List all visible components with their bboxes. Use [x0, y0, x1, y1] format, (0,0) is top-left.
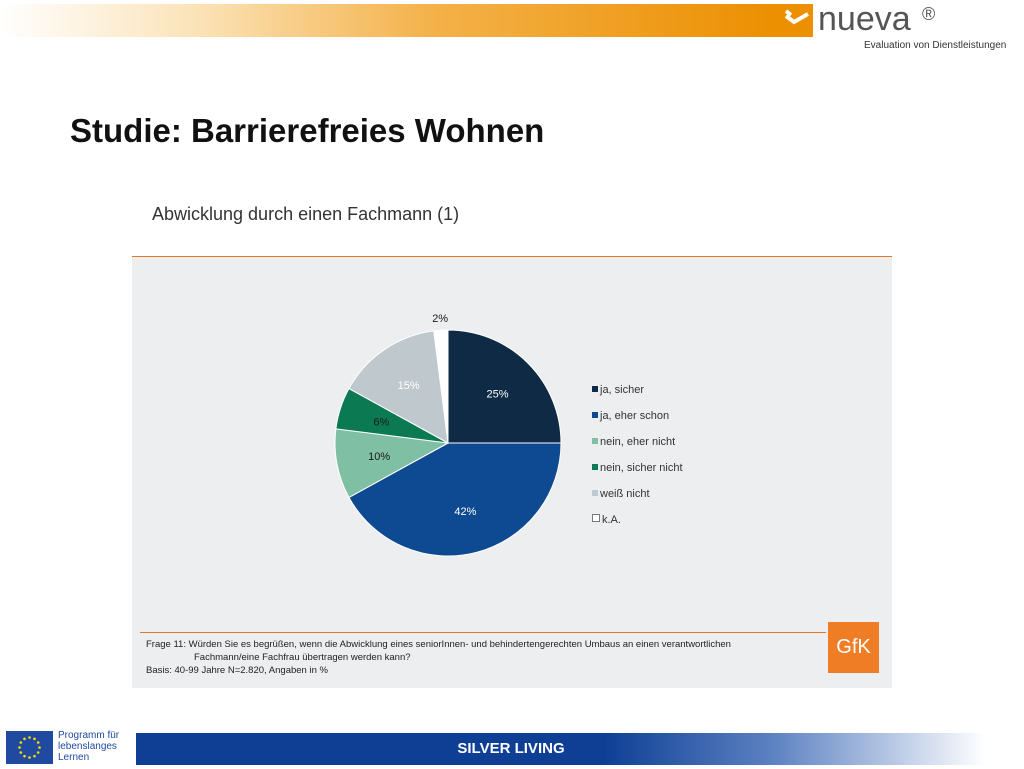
eu-star	[36, 751, 40, 754]
pie-slice-0	[447, 329, 562, 444]
eu-star	[19, 751, 23, 754]
legend-item-0: ja, sicher	[592, 384, 644, 398]
legend-label-4: weiß nicht	[600, 488, 650, 500]
pie-label-3: 6%	[373, 416, 389, 428]
page-title: Studie: Barrierefreies Wohnen	[70, 112, 545, 149]
legend-label-5: k.A.	[602, 514, 621, 526]
legend-swatch-5	[592, 514, 600, 522]
legend-item-4: weiß nicht	[592, 488, 650, 502]
legend-item-5: k.A.	[592, 514, 621, 528]
gfk-logo: GfK	[828, 622, 879, 673]
legend-swatch-4	[592, 490, 598, 496]
footnote-basis: Basis: 40-99 Jahre N=2.820, Angaben in %	[146, 665, 328, 676]
eu-star	[36, 741, 40, 744]
legend-item-1: ja, eher schon	[592, 410, 669, 424]
pie-label-4: 15%	[398, 380, 420, 392]
logo-text: nueva	[818, 0, 911, 38]
eu-star	[18, 746, 21, 749]
footer-bar: SILVER LIVING	[136, 733, 986, 765]
pie-label-1: 42%	[454, 506, 476, 518]
legend-label-2: nein, eher nicht	[600, 436, 676, 448]
pie-label-5: 2%	[432, 313, 448, 325]
footnote: Frage 11: Würden Sie es begrüßen, wenn d…	[146, 638, 816, 677]
pie-slice-5	[433, 329, 449, 444]
legend-swatch-2	[592, 438, 598, 444]
eu-star	[28, 756, 31, 759]
eu-star	[33, 754, 36, 758]
nueva-logo-icon	[780, 4, 813, 37]
footnote-divider	[140, 632, 826, 633]
legend-item-2: nein, eher nicht	[592, 436, 675, 450]
eu-flag-icon	[6, 731, 53, 764]
legend-item-3: nein, sicher nicht	[592, 462, 683, 476]
chart-title: Abwicklung durch einen Fachmann (1)	[152, 204, 460, 224]
footer-title: SILVER LIVING	[457, 740, 565, 757]
pie-slice-4	[348, 330, 449, 444]
eu-program-label: Programm für lebenslanges Lernen	[58, 730, 119, 763]
logo-subtitle: Evaluation von Dienstleistungen	[864, 40, 1007, 51]
eu-star	[19, 741, 23, 744]
eu-star	[23, 754, 26, 758]
eu-star	[38, 746, 41, 749]
eu-program-line1: Programm für	[58, 730, 120, 741]
footnote-question: Frage 11: Würden Sie es begrüßen, wenn d…	[146, 639, 731, 650]
eu-program-line3: Lernen	[58, 752, 90, 763]
legend-swatch-3	[592, 464, 598, 470]
pie-label-0: 25%	[487, 388, 509, 400]
footnote-question-cont: Fachmann/eine Fachfrau übertragen werden…	[194, 652, 411, 663]
legend-swatch-1	[592, 412, 598, 418]
pie-label-2: 10%	[368, 451, 390, 463]
legend-label-1: ja, eher schon	[600, 410, 670, 422]
legend-swatch-0	[592, 386, 598, 392]
legend-label-3: nein, sicher nicht	[600, 462, 683, 474]
eu-star	[33, 737, 36, 741]
logo-registered-mark: ®	[922, 4, 936, 24]
pie-slice-1	[348, 442, 562, 557]
eu-star	[28, 736, 31, 739]
eu-program-line2: lebenslanges	[58, 741, 117, 752]
header-gradient-bar	[0, 4, 780, 37]
eu-star	[23, 737, 26, 741]
legend-label-0: ja, sicher	[600, 384, 645, 396]
pie-slice-2	[334, 428, 450, 499]
